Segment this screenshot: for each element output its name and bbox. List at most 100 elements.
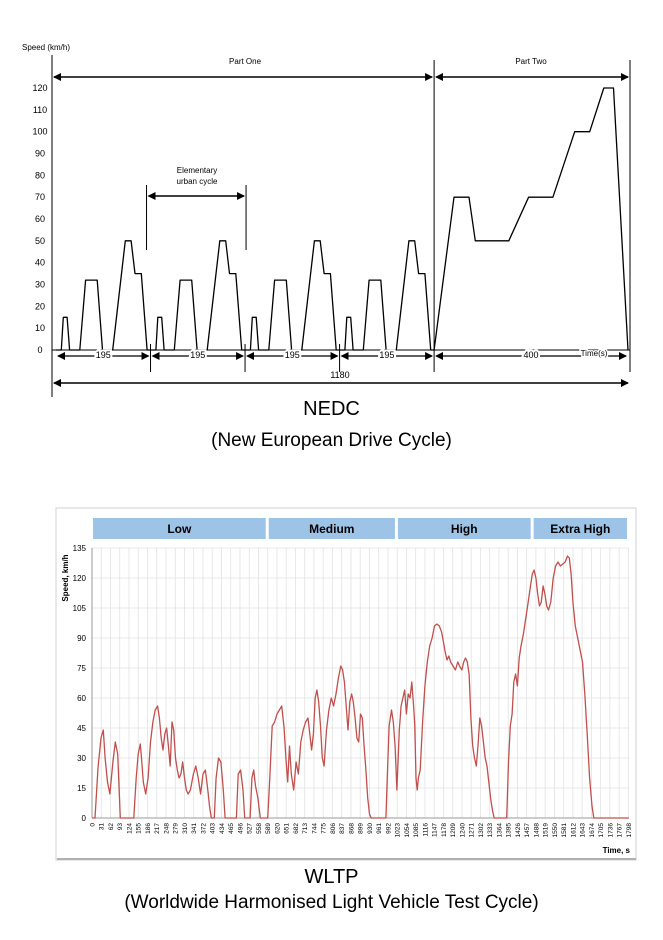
nedc-y-tick-label: 30 [35, 280, 45, 290]
wltp-x-tick-label: 93 [117, 823, 124, 831]
wltp-x-tick-label: 961 [376, 823, 383, 834]
nedc-speed-line [56, 87, 629, 351]
wltp-x-tick-label: 155 [136, 823, 143, 834]
wltp-x-tick-label: 620 [274, 823, 281, 834]
wltp-x-tick-label: 558 [256, 823, 263, 834]
wltp-x-tick-label: 651 [284, 823, 291, 834]
nedc-title: NEDC [303, 398, 360, 420]
wltp-x-tick-label: 1085 [413, 823, 420, 838]
wltp-x-tick-label: 124 [126, 823, 133, 834]
wltp-phase-bar [268, 518, 395, 539]
nedc-y-tick-label: 120 [32, 83, 47, 93]
wltp-phase-label: Extra High [550, 522, 610, 536]
nedc-y-tick-label: 100 [32, 127, 47, 137]
wltp-phase-bar [397, 518, 531, 539]
wltp-x-tick-label: 1333 [487, 823, 494, 838]
wltp-x-axis-label: Time, s [603, 846, 631, 855]
wltp-x-tick-label: 1116 [422, 823, 429, 837]
nedc-total-label: 1180 [330, 370, 349, 380]
wltp-y-tick-label: 105 [73, 604, 87, 613]
nedc-y-tick-label: 20 [35, 301, 45, 311]
wltp-x-tick-label: 0 [90, 823, 97, 827]
wltp-x-tick-label: 434 [219, 823, 226, 834]
nedc-segment-label: 195 [379, 350, 394, 360]
wltp-x-tick-label: 1364 [496, 823, 503, 838]
wltp-x-tick-label: 589 [265, 823, 272, 834]
wltp-x-tick-label: 217 [154, 823, 161, 834]
wltp-phase-label: Medium [309, 522, 354, 536]
wltp-x-tick-label: 1271 [469, 823, 476, 838]
wltp-x-tick-label: 527 [247, 823, 254, 834]
wltp-x-tick-label: 1209 [450, 823, 457, 838]
wltp-x-tick-label: 1705 [598, 823, 605, 838]
wltp-y-tick-label: 90 [77, 634, 86, 643]
nedc-y-tick-label: 10 [35, 323, 45, 333]
wltp-x-tick-label: 1767 [617, 823, 624, 838]
wltp-x-tick-label: 372 [200, 823, 207, 834]
nedc-part-one-label: Part One [229, 57, 262, 66]
nedc-segment-label: 400 [524, 350, 539, 360]
wltp-x-tick-label: 1519 [543, 823, 550, 838]
wltp-x-tick-label: 403 [210, 823, 217, 834]
wltp-x-tick-label: 186 [145, 823, 152, 834]
nedc-euc-label: urban cycle [177, 177, 218, 186]
wltp-x-tick-label: 1612 [570, 823, 577, 838]
wltp-x-tick-label: 682 [293, 823, 300, 834]
wltp-x-tick-label: 1674 [589, 823, 596, 838]
wltp-x-tick-label: 992 [385, 823, 392, 834]
nedc-x-axis-label: Time(s) [581, 349, 608, 358]
nedc-y-axis-label: Speed (km/h) [22, 43, 70, 52]
wltp-y-tick-label: 75 [77, 664, 86, 673]
wltp-frame [55, 507, 637, 861]
wltp-x-tick-label: 837 [339, 823, 346, 834]
nedc-segment-label: 195 [285, 350, 300, 360]
wltp-title: WLTP [304, 866, 359, 888]
wltp-x-tick-label: 1054 [404, 823, 411, 838]
wltp-x-tick-label: 1798 [626, 823, 633, 838]
wltp-x-tick-label: 279 [173, 823, 180, 834]
wltp-x-tick-label: 1426 [515, 823, 522, 838]
wltp-phase-label: Low [167, 522, 192, 536]
wltp-x-tick-label: 1550 [552, 823, 559, 838]
wltp-x-tick-label: 1736 [607, 823, 614, 838]
wltp-phase-bar [93, 518, 266, 539]
nedc-subtitle: (New European Drive Cycle) [211, 430, 452, 451]
nedc-y-tick-label: 50 [35, 236, 45, 246]
wltp-x-tick-label: 1581 [561, 823, 568, 838]
wltp-y-tick-label: 60 [77, 694, 86, 703]
wltp-speed-line [92, 555, 629, 819]
wltp-x-tick-label: 899 [358, 823, 365, 834]
wltp-x-tick-label: 248 [163, 823, 170, 834]
wltp-y-axis-label: Speed, km/h [61, 554, 70, 601]
wltp-subtitle: (Worldwide Harmonised Light Vehicle Test… [124, 892, 539, 913]
wltp-x-tick-label: 1178 [441, 823, 448, 837]
nedc-segment-label: 195 [96, 350, 111, 360]
nedc-euc-label: Elementary [177, 166, 217, 175]
nedc-y-tick-label: 80 [35, 170, 45, 180]
wltp-x-tick-label: 62 [108, 823, 115, 831]
wltp-x-tick-label: 930 [367, 823, 374, 834]
nedc-y-tick-label: 40 [35, 258, 45, 268]
wltp-x-tick-label: 775 [321, 823, 328, 834]
wltp-x-tick-label: 1023 [395, 823, 402, 838]
wltp-x-tick-label: 744 [311, 823, 318, 834]
wltp-x-tick-label: 31 [99, 823, 106, 831]
wltp-y-tick-label: 15 [77, 784, 86, 793]
wltp-phase-bar [533, 518, 627, 539]
nedc-part-two-label: Part Two [515, 57, 547, 66]
wltp-x-tick-label: 806 [330, 823, 337, 834]
wltp-x-tick-label: 1240 [459, 823, 466, 838]
nedc-segment-label: 195 [190, 350, 205, 360]
wltp-y-tick-label: 0 [82, 814, 87, 823]
wltp-x-tick-label: 1457 [524, 823, 531, 838]
wltp-x-tick-label: 713 [302, 823, 309, 834]
nedc-y-tick-label: 60 [35, 214, 45, 224]
wltp-x-tick-label: 465 [228, 823, 235, 834]
wltp-y-tick-label: 120 [73, 574, 87, 583]
wltp-x-tick-label: 1488 [533, 823, 540, 838]
wltp-phase-label: High [451, 522, 478, 536]
wltp-x-tick-label: 1643 [580, 823, 587, 838]
wltp-x-tick-label: 496 [237, 823, 244, 834]
wltp-x-tick-label: 868 [348, 823, 355, 834]
